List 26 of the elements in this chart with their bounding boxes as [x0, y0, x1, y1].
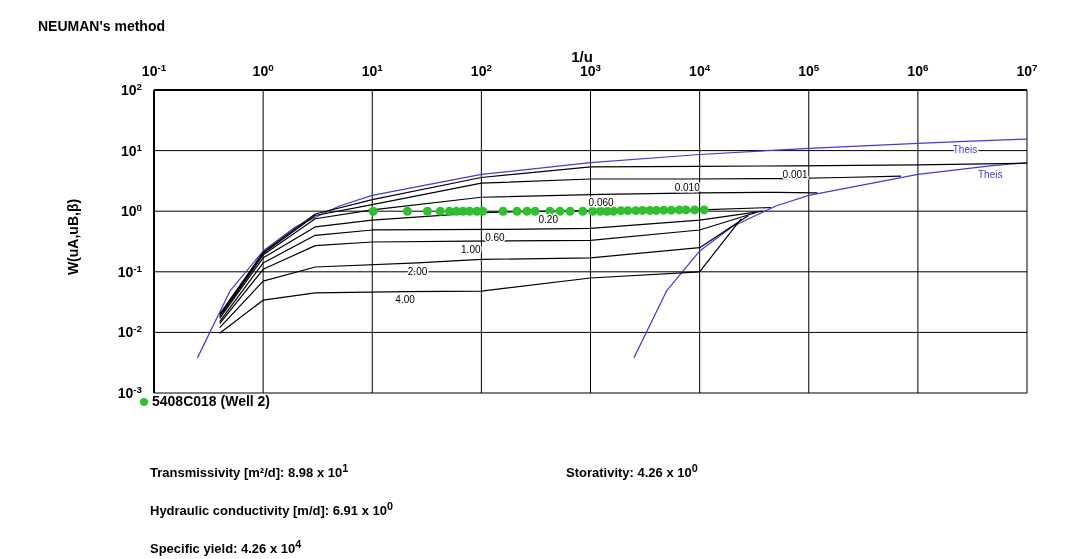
y-tick-label: 10$^{2}$: [120, 80, 143, 98]
series-label: 0.20: [538, 213, 559, 225]
text: Transmissivity [m²/d]: 8.98 x 10$^{1}$: [150, 462, 349, 481]
x-tick-label: 10$^{4}$: [689, 61, 711, 79]
y-tick-label: 10$^{1}$: [120, 141, 143, 159]
x-tick-label: 10$^{2}$: [470, 61, 493, 79]
x-tick-label: 10$^{5}$: [798, 61, 820, 79]
y-tick-label: 10$^{-3}$: [117, 383, 143, 401]
x-tick-label: 10$^{7}$: [1016, 61, 1039, 79]
x-tick-label: 10$^{0}$: [252, 61, 275, 79]
y-tick-label: 10$^{-1}$: [117, 262, 143, 280]
y-axis-title: W(uA,uB,β): [65, 198, 81, 276]
x-tick-label: 10$^{1}$: [361, 61, 384, 79]
x-tick-label: 10$^{6}$: [907, 61, 929, 79]
legend-label: 5408C018 (Well 2): [152, 393, 271, 409]
x-tick-label: 10$^{-1}$: [141, 61, 167, 79]
text: Hydraulic conductivity [m/d]: 6.91 x 10$^{0}$: [150, 500, 393, 519]
series-label: 0.001: [782, 168, 809, 180]
series-label: 1.00: [461, 243, 481, 255]
text: Storativity: 4.26 x 10$^{0}$: [566, 462, 698, 481]
series-label: Theis: [977, 168, 1003, 180]
y-tick-label: 10$^{-2}$: [117, 322, 143, 341]
y-tick-label: 10$^{0}$: [120, 201, 143, 220]
chart-title: NEUMAN's method: [38, 18, 165, 34]
text: Specific yield: 4.26 x 10$^{4}$: [150, 538, 302, 557]
series-label: 4.00: [395, 294, 416, 306]
